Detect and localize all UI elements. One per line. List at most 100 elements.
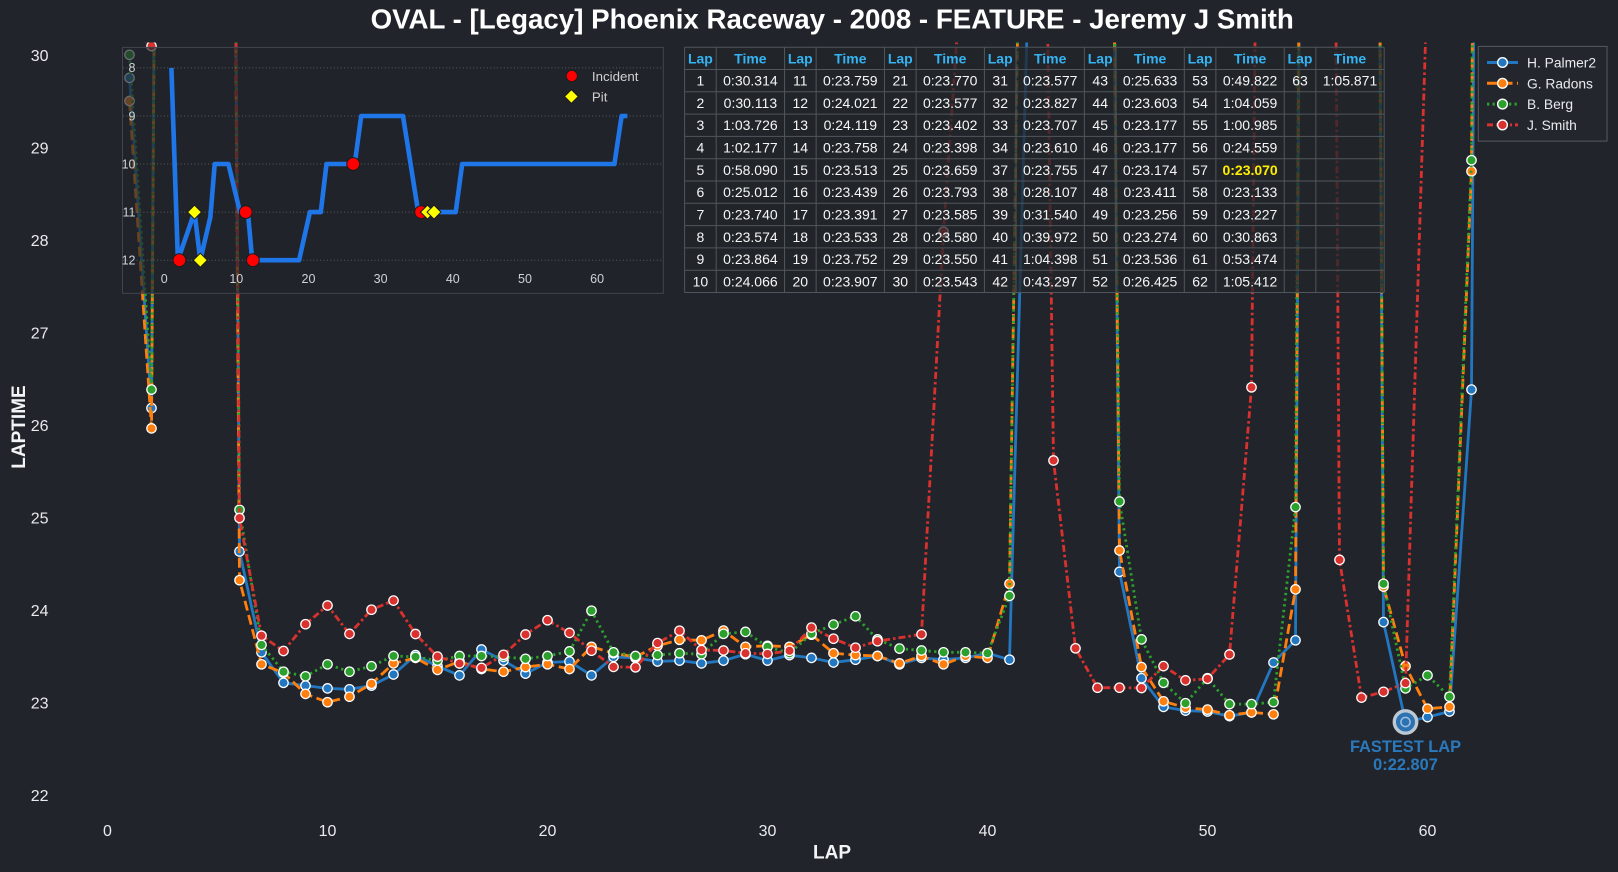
svg-text:17: 17 bbox=[793, 207, 809, 223]
svg-text:48: 48 bbox=[1092, 184, 1108, 200]
svg-text:0:58.090: 0:58.090 bbox=[723, 162, 778, 178]
svg-text:26: 26 bbox=[31, 418, 49, 435]
svg-text:10: 10 bbox=[319, 823, 337, 840]
svg-text:1:05.412: 1:05.412 bbox=[1223, 273, 1278, 289]
svg-text:37: 37 bbox=[992, 162, 1008, 178]
svg-text:26: 26 bbox=[893, 184, 909, 200]
svg-text:Lap: Lap bbox=[1088, 50, 1113, 66]
svg-text:Lap: Lap bbox=[988, 50, 1013, 66]
svg-text:57: 57 bbox=[1192, 162, 1208, 178]
svg-text:15: 15 bbox=[793, 162, 809, 178]
svg-text:25: 25 bbox=[31, 511, 49, 528]
svg-text:Lap: Lap bbox=[1288, 50, 1313, 66]
svg-text:34: 34 bbox=[992, 140, 1008, 156]
svg-text:OVAL - [Legacy] Phoenix Racewa: OVAL - [Legacy] Phoenix Raceway - 2008 -… bbox=[371, 4, 1294, 35]
svg-text:41: 41 bbox=[992, 251, 1008, 267]
svg-text:42: 42 bbox=[992, 273, 1008, 289]
svg-text:1:04.059: 1:04.059 bbox=[1223, 95, 1278, 111]
svg-text:46: 46 bbox=[1092, 140, 1108, 156]
svg-text:Time: Time bbox=[1034, 50, 1067, 66]
svg-text:31: 31 bbox=[992, 73, 1008, 89]
svg-text:Incident: Incident bbox=[592, 69, 639, 84]
svg-text:0: 0 bbox=[103, 823, 112, 840]
svg-text:0:24.021: 0:24.021 bbox=[823, 95, 878, 111]
svg-text:51: 51 bbox=[1092, 251, 1108, 267]
svg-text:0:23.770: 0:23.770 bbox=[923, 73, 978, 89]
svg-text:29: 29 bbox=[893, 251, 909, 267]
svg-text:30: 30 bbox=[893, 273, 909, 289]
svg-text:21: 21 bbox=[893, 73, 909, 89]
svg-text:0:23.580: 0:23.580 bbox=[923, 229, 978, 245]
svg-text:0:23.070: 0:23.070 bbox=[1222, 162, 1277, 178]
svg-text:40: 40 bbox=[979, 823, 997, 840]
svg-text:13: 13 bbox=[793, 117, 809, 133]
svg-text:0:31.540: 0:31.540 bbox=[1023, 207, 1078, 223]
svg-text:49: 49 bbox=[1092, 207, 1108, 223]
svg-text:40: 40 bbox=[446, 272, 460, 286]
svg-text:B. Berg: B. Berg bbox=[1527, 97, 1573, 112]
svg-text:25: 25 bbox=[893, 162, 909, 178]
svg-text:0:43.297: 0:43.297 bbox=[1023, 273, 1078, 289]
svg-text:14: 14 bbox=[793, 140, 809, 156]
svg-text:39: 39 bbox=[992, 207, 1008, 223]
svg-text:50: 50 bbox=[1092, 229, 1108, 245]
svg-text:56: 56 bbox=[1192, 140, 1208, 156]
svg-text:0:23.536: 0:23.536 bbox=[1123, 251, 1178, 267]
svg-text:54: 54 bbox=[1192, 95, 1208, 111]
svg-text:20: 20 bbox=[539, 823, 557, 840]
svg-text:52: 52 bbox=[1092, 273, 1108, 289]
svg-text:27: 27 bbox=[31, 326, 49, 343]
svg-text:12: 12 bbox=[122, 254, 136, 268]
svg-text:11: 11 bbox=[793, 73, 808, 89]
svg-text:4: 4 bbox=[697, 140, 705, 156]
svg-text:0:23.577: 0:23.577 bbox=[923, 95, 978, 111]
svg-text:44: 44 bbox=[1092, 95, 1108, 111]
svg-text:10: 10 bbox=[229, 272, 243, 286]
svg-text:0:23.610: 0:23.610 bbox=[1023, 140, 1078, 156]
svg-text:0:23.864: 0:23.864 bbox=[723, 251, 778, 267]
svg-text:Pit: Pit bbox=[592, 90, 608, 105]
svg-text:60: 60 bbox=[1192, 229, 1208, 245]
svg-text:5: 5 bbox=[697, 162, 705, 178]
svg-text:3: 3 bbox=[697, 117, 705, 133]
svg-text:0:23.550: 0:23.550 bbox=[923, 251, 978, 267]
svg-text:H. Palmer2: H. Palmer2 bbox=[1527, 56, 1596, 71]
svg-text:Lap: Lap bbox=[888, 50, 913, 66]
svg-text:43: 43 bbox=[1092, 73, 1108, 89]
svg-text:30: 30 bbox=[374, 272, 388, 286]
svg-text:30: 30 bbox=[759, 823, 777, 840]
svg-text:32: 32 bbox=[992, 95, 1008, 111]
svg-text:Time: Time bbox=[734, 50, 767, 66]
svg-text:Time: Time bbox=[1334, 50, 1367, 66]
svg-text:Lap: Lap bbox=[688, 50, 713, 66]
svg-text:60: 60 bbox=[590, 272, 604, 286]
svg-text:FASTEST LAP: FASTEST LAP bbox=[1350, 738, 1461, 756]
svg-text:0:23.402: 0:23.402 bbox=[923, 117, 978, 133]
svg-text:10: 10 bbox=[122, 157, 136, 171]
svg-text:Time: Time bbox=[834, 50, 867, 66]
svg-text:0:23.907: 0:23.907 bbox=[823, 273, 878, 289]
svg-text:0:23.603: 0:23.603 bbox=[1123, 95, 1178, 111]
svg-text:0:23.398: 0:23.398 bbox=[923, 140, 978, 156]
svg-text:0:23.793: 0:23.793 bbox=[923, 184, 978, 200]
svg-text:24: 24 bbox=[31, 603, 49, 620]
svg-text:0:23.577: 0:23.577 bbox=[1023, 73, 1078, 89]
svg-text:Time: Time bbox=[1234, 50, 1267, 66]
svg-text:0:23.411: 0:23.411 bbox=[1123, 184, 1177, 200]
svg-text:38: 38 bbox=[992, 184, 1008, 200]
svg-text:29: 29 bbox=[31, 141, 49, 158]
svg-text:J. Smith: J. Smith bbox=[1527, 118, 1577, 133]
svg-text:11: 11 bbox=[123, 205, 136, 219]
svg-text:19: 19 bbox=[793, 251, 809, 267]
svg-text:0:23.659: 0:23.659 bbox=[923, 162, 978, 178]
svg-text:0:25.012: 0:25.012 bbox=[723, 184, 778, 200]
svg-text:23: 23 bbox=[893, 117, 909, 133]
svg-text:55: 55 bbox=[1192, 117, 1208, 133]
svg-text:0:23.752: 0:23.752 bbox=[823, 251, 878, 267]
svg-text:0:23.174: 0:23.174 bbox=[1123, 162, 1178, 178]
svg-text:9: 9 bbox=[129, 109, 136, 123]
svg-text:30: 30 bbox=[31, 48, 49, 65]
svg-text:24: 24 bbox=[893, 140, 909, 156]
svg-text:0:24.559: 0:24.559 bbox=[1223, 140, 1278, 156]
svg-text:28: 28 bbox=[893, 229, 909, 245]
